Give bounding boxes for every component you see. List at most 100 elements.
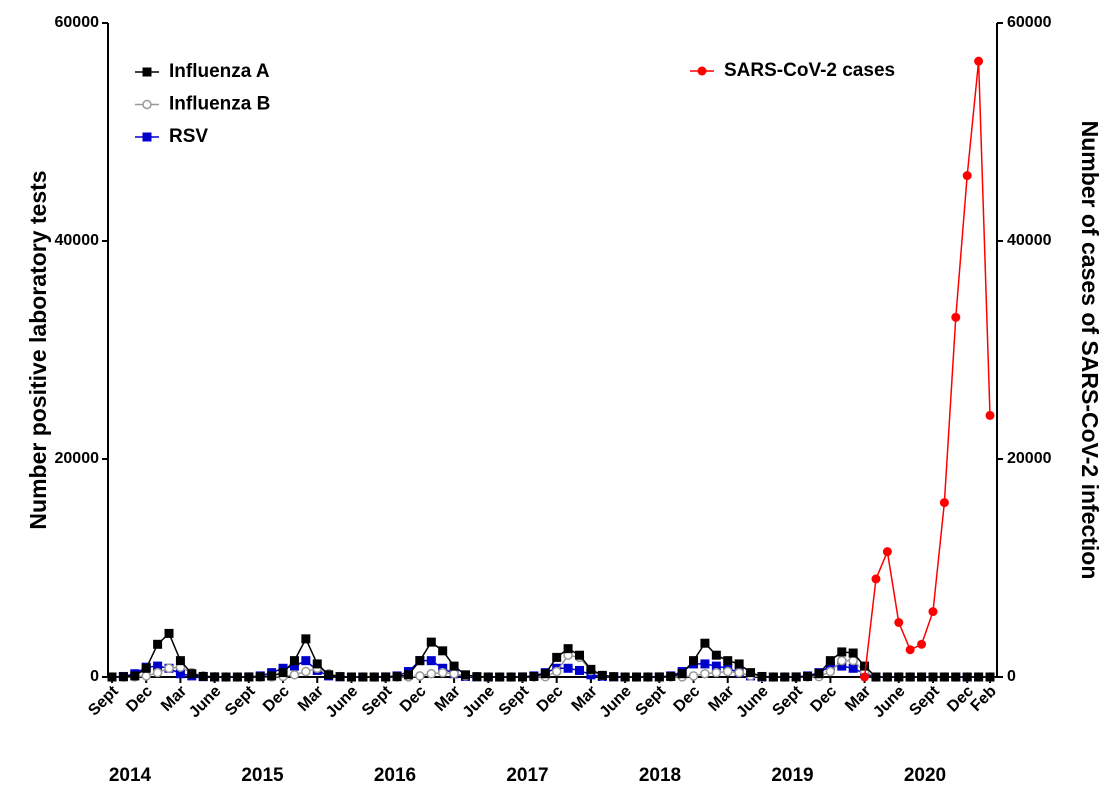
y-axis-title: Number positive laboratory tests bbox=[25, 170, 51, 529]
data-point bbox=[757, 671, 767, 681]
legend-label: Influenza B bbox=[169, 94, 270, 115]
data-point bbox=[483, 672, 493, 682]
x-tick-label: Mar bbox=[842, 683, 874, 715]
x-tick-label: Feb bbox=[968, 683, 1000, 715]
data-point bbox=[825, 666, 836, 677]
data-point bbox=[278, 668, 288, 678]
data-point bbox=[905, 645, 915, 655]
data-point bbox=[415, 671, 425, 681]
x-tick-label: Dec bbox=[123, 683, 156, 716]
x-tick-label: Dec bbox=[671, 683, 704, 716]
data-point bbox=[529, 671, 539, 681]
data-point bbox=[164, 628, 174, 638]
x-tick-label: June bbox=[733, 683, 772, 722]
data-point bbox=[711, 661, 721, 671]
data-point bbox=[666, 671, 676, 681]
data-point bbox=[734, 667, 744, 678]
data-point bbox=[449, 661, 459, 671]
year-label: 2018 bbox=[639, 765, 681, 786]
data-point bbox=[974, 56, 984, 66]
y-tick-label: 20000 bbox=[55, 450, 100, 467]
legend-marker bbox=[697, 66, 707, 76]
data-point bbox=[301, 666, 311, 677]
data-point bbox=[289, 661, 299, 671]
data-point bbox=[882, 672, 892, 682]
data-point bbox=[848, 655, 858, 666]
data-point bbox=[894, 672, 904, 682]
x-tick-label: June bbox=[186, 683, 225, 722]
data-point bbox=[905, 672, 915, 682]
data-point bbox=[928, 672, 938, 682]
year-label: 2016 bbox=[374, 765, 416, 786]
data-point bbox=[700, 668, 710, 679]
data-point bbox=[700, 638, 710, 648]
data-point bbox=[654, 672, 664, 682]
data-point bbox=[175, 656, 185, 666]
data-point bbox=[985, 672, 995, 682]
data-point bbox=[563, 644, 573, 654]
x-tick-label: Sept bbox=[359, 682, 396, 719]
x-tick-label: Mar bbox=[569, 683, 601, 715]
x-tick-label: June bbox=[597, 683, 636, 722]
data-point bbox=[711, 650, 721, 660]
data-point bbox=[210, 672, 220, 682]
data-point bbox=[860, 661, 870, 671]
year-label: 2020 bbox=[904, 765, 946, 786]
legend-marker bbox=[142, 67, 152, 77]
y-tick-label: 0 bbox=[90, 668, 99, 685]
data-point bbox=[928, 607, 938, 617]
data-point bbox=[677, 669, 687, 679]
data-point bbox=[860, 672, 870, 682]
data-point bbox=[517, 672, 527, 682]
x-tick-label: June bbox=[323, 683, 362, 722]
data-point bbox=[141, 671, 151, 681]
data-point bbox=[221, 672, 231, 682]
data-point bbox=[962, 672, 972, 682]
data-point bbox=[472, 672, 482, 682]
legend-label: SARS-CoV-2 cases bbox=[724, 60, 895, 81]
year-label: 2017 bbox=[506, 765, 548, 786]
data-point bbox=[540, 669, 550, 679]
data-point bbox=[825, 656, 835, 666]
year-label: 2019 bbox=[771, 765, 813, 786]
data-point bbox=[267, 671, 277, 681]
data-point bbox=[358, 672, 368, 682]
data-point bbox=[506, 672, 516, 682]
data-point bbox=[289, 656, 299, 666]
data-point bbox=[871, 574, 881, 584]
data-point bbox=[164, 663, 174, 674]
data-point bbox=[415, 656, 425, 666]
data-point bbox=[198, 671, 208, 681]
y2-tick-label: 20000 bbox=[1007, 450, 1052, 467]
data-point bbox=[152, 667, 163, 678]
data-point bbox=[107, 672, 117, 682]
data-point bbox=[289, 670, 300, 680]
data-point bbox=[609, 672, 619, 682]
data-point bbox=[632, 672, 642, 682]
x-tick-label: Mar bbox=[295, 683, 327, 715]
data-point bbox=[232, 672, 242, 682]
data-point bbox=[939, 498, 949, 508]
data-point bbox=[837, 647, 847, 657]
data-point bbox=[244, 672, 254, 682]
data-point bbox=[403, 670, 413, 680]
data-point bbox=[882, 547, 892, 557]
data-point bbox=[575, 665, 585, 675]
data-point bbox=[939, 672, 949, 682]
data-point bbox=[746, 668, 756, 678]
year-label: 2015 bbox=[241, 765, 284, 786]
x-tick-label: Dec bbox=[260, 683, 293, 716]
x-tick-label: Dec bbox=[534, 683, 567, 716]
data-point bbox=[711, 667, 722, 678]
data-point bbox=[449, 668, 459, 679]
data-point bbox=[768, 672, 778, 682]
y2-tick-label: 40000 bbox=[1007, 232, 1052, 249]
data-point bbox=[848, 648, 858, 658]
x-tick-label: Sept bbox=[633, 682, 670, 719]
data-point bbox=[780, 672, 790, 682]
data-point bbox=[643, 672, 653, 682]
y2-axis-title: Number of cases of SARS-CoV-2 infection bbox=[1077, 121, 1103, 580]
data-point bbox=[951, 672, 961, 682]
data-point bbox=[722, 666, 733, 677]
